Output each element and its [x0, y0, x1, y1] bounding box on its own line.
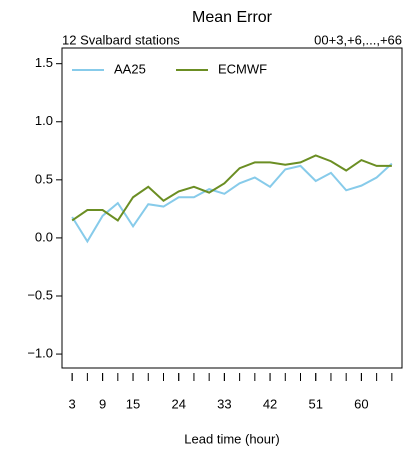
- chart-title: Mean Error: [192, 9, 273, 26]
- x-tick-label: 15: [126, 396, 140, 411]
- x-tick-label: 42: [263, 396, 277, 411]
- y-tick-label: 0.5: [35, 171, 53, 186]
- y-tick-label: 0.0: [35, 229, 53, 244]
- y-tick-label: 1.5: [35, 55, 53, 70]
- plot-frame: [61, 47, 403, 369]
- series-line: [71, 162, 393, 244]
- y-tick-label: −0.5: [27, 287, 53, 302]
- y-tick-label: 1.0: [35, 113, 53, 128]
- y-tick-label: −1.0: [27, 345, 53, 360]
- x-tick-label: 24: [171, 396, 185, 411]
- x-tick-label: 51: [308, 396, 322, 411]
- legend-label: ECMWF: [218, 61, 267, 76]
- x-tick-label: 9: [99, 396, 106, 411]
- subtitle-left: 12 Svalbard stations: [62, 32, 180, 47]
- x-tick-label: 3: [69, 396, 76, 411]
- subtitle-right: 00+3,+6,...,+66: [314, 32, 402, 47]
- x-tick-label: 33: [217, 396, 231, 411]
- series-line: [71, 154, 392, 222]
- x-tick-label: 60: [354, 396, 368, 411]
- legend-label: AA25: [114, 61, 146, 76]
- x-axis-label: Lead time (hour): [184, 431, 279, 446]
